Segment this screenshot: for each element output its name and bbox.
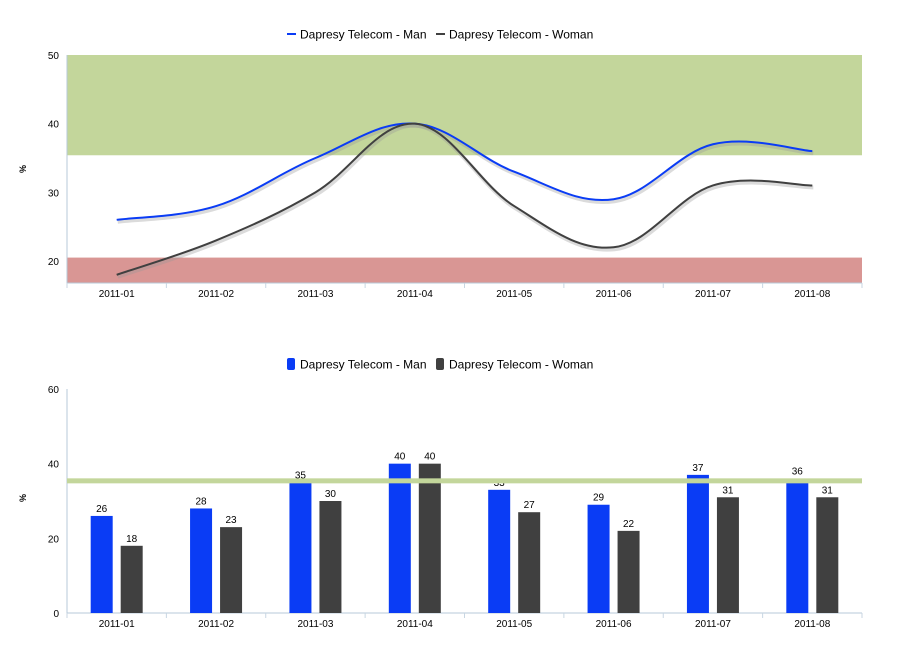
bar-woman[interactable] — [617, 530, 640, 613]
target-band-low — [67, 257, 862, 283]
legend-item-woman[interactable]: Dapresy Telecom - Woman — [436, 358, 593, 372]
y-axis-label: % — [18, 165, 28, 173]
bar-data-label: 28 — [196, 496, 208, 507]
bar-woman[interactable] — [120, 545, 143, 613]
series-line-man[interactable] — [116, 122, 813, 221]
x-tick-label: 2011-08 — [794, 619, 830, 630]
bar-woman[interactable] — [418, 463, 441, 613]
y-tick-label: 30 — [48, 188, 60, 199]
legend-label: Dapresy Telecom - Man — [300, 28, 427, 42]
legend-item-man[interactable]: Dapresy Telecom - Man — [287, 28, 427, 42]
x-tick-label: 2011-04 — [397, 619, 433, 630]
y-tick-label: 20 — [48, 257, 60, 268]
legend-bar-marker — [287, 358, 295, 370]
bar-woman[interactable] — [220, 527, 243, 613]
bar-woman[interactable] — [716, 497, 739, 613]
bar-data-label: 23 — [226, 515, 238, 526]
x-tick-label: 2011-07 — [695, 619, 731, 630]
legend-label: Dapresy Telecom - Woman — [449, 28, 593, 42]
x-tick-label: 2011-03 — [297, 619, 333, 630]
x-tick-label: 2011-08 — [794, 289, 830, 300]
bar-data-label: 26 — [96, 504, 108, 515]
series-line-man-shadow — [117, 123, 814, 224]
line-chart: Dapresy Telecom - Man Dapresy Telecom - W… — [18, 28, 863, 300]
bar-data-label: 30 — [325, 489, 337, 500]
bar-data-label: 22 — [623, 519, 635, 530]
bar-data-label: 40 — [424, 452, 436, 463]
bar-man[interactable] — [587, 504, 610, 613]
bar-chart: Dapresy Telecom - Man Dapresy Telecom - W… — [18, 358, 863, 630]
x-tick-label: 2011-01 — [99, 289, 135, 300]
legend-label: Dapresy Telecom - Man — [300, 358, 427, 372]
bar-woman[interactable] — [518, 512, 541, 613]
series-line-woman[interactable] — [116, 122, 813, 276]
bar-man[interactable] — [786, 478, 809, 613]
bar-man[interactable] — [686, 474, 709, 613]
x-tick-label: 2011-04 — [397, 289, 433, 300]
target-band-high — [67, 55, 862, 156]
bar-man[interactable] — [90, 515, 113, 613]
legend-item-woman[interactable]: Dapresy Telecom - Woman — [436, 28, 593, 42]
y-tick-label: 40 — [48, 120, 60, 131]
bar-man[interactable] — [190, 508, 213, 613]
x-tick-label: 2011-02 — [198, 289, 234, 300]
bar-data-label: 31 — [722, 485, 734, 496]
target-reference-line — [67, 478, 862, 484]
bar-data-label: 35 — [295, 470, 307, 481]
x-tick-label: 2011-03 — [297, 289, 333, 300]
x-tick-label: 2011-01 — [99, 619, 135, 630]
bar-data-label: 37 — [692, 463, 704, 474]
bar-man[interactable] — [488, 489, 511, 613]
bar-data-label: 27 — [524, 500, 536, 511]
bar-data-label: 31 — [822, 485, 834, 496]
x-tick-label: 2011-02 — [198, 619, 234, 630]
y-tick-label: 50 — [48, 51, 60, 62]
bar-data-label: 18 — [126, 534, 138, 545]
x-tick-label: 2011-06 — [596, 289, 632, 300]
y-axis-label: % — [18, 494, 28, 502]
x-tick-label: 2011-05 — [496, 619, 532, 630]
legend-bar-marker — [436, 358, 444, 370]
x-tick-label: 2011-07 — [695, 289, 731, 300]
bar-data-label: 36 — [792, 467, 804, 478]
y-tick-label: 60 — [48, 385, 60, 396]
bar-data-label: 29 — [593, 493, 605, 504]
legend-label: Dapresy Telecom - Woman — [449, 358, 593, 372]
y-tick-label: 0 — [53, 609, 59, 620]
bar-woman[interactable] — [319, 501, 342, 613]
x-tick-label: 2011-06 — [596, 619, 632, 630]
bar-man[interactable] — [289, 482, 312, 613]
x-tick-label: 2011-05 — [496, 289, 532, 300]
bar-data-label: 40 — [394, 452, 406, 463]
bar-man[interactable] — [388, 463, 411, 613]
y-tick-label: 20 — [48, 534, 60, 545]
bar-woman[interactable] — [816, 497, 839, 613]
legend-item-man[interactable]: Dapresy Telecom - Man — [287, 358, 427, 372]
y-tick-label: 40 — [48, 460, 60, 471]
